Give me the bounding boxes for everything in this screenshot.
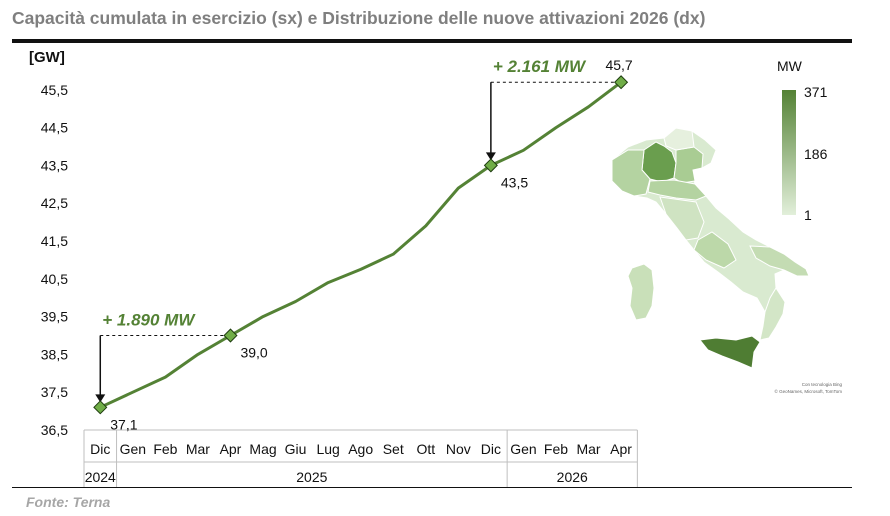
map-legend-gradient xyxy=(782,90,796,215)
x-year-label: 2025 xyxy=(296,469,327,485)
italy-map xyxy=(611,127,810,369)
x-tick-label: Giu xyxy=(285,441,307,457)
x-tick-label: Ott xyxy=(416,441,435,457)
map-region-veneto xyxy=(673,146,704,184)
data-marker xyxy=(614,75,629,90)
map-credit-line2: © GeoNames, Microsoft, TomTom xyxy=(775,388,843,394)
y-tick-label: 41,5 xyxy=(41,233,68,249)
y-tick-label: 39,5 xyxy=(41,309,68,325)
data-label: 45,7 xyxy=(605,57,632,73)
x-tick-label: Mag xyxy=(249,441,276,457)
map-region-puglia xyxy=(749,245,810,277)
y-tick-label: 38,5 xyxy=(41,346,68,362)
map-legend-max: 371 xyxy=(804,84,828,100)
y-tick-label: 37,5 xyxy=(41,384,68,400)
data-label: 43,5 xyxy=(501,174,528,190)
map-region-toscana xyxy=(659,196,705,241)
x-year-label: 2024 xyxy=(85,469,116,485)
x-tick-label: Apr xyxy=(220,441,242,457)
x-tick-label: Nov xyxy=(446,441,471,457)
data-label: 37,1 xyxy=(110,416,137,432)
title-divider xyxy=(12,39,852,43)
x-tick-label: Mar xyxy=(186,441,210,457)
x-tick-label: Apr xyxy=(610,441,632,457)
data-label: 39,0 xyxy=(240,345,267,361)
x-tick-label: Ago xyxy=(348,441,373,457)
x-tick-label: Lug xyxy=(316,441,339,457)
data-marker xyxy=(483,158,498,173)
x-tick-label: Gen xyxy=(510,441,536,457)
map-region-lazio xyxy=(693,231,737,269)
y-axis-ticks: 36,5 37,5 38,5 39,5 40,5 41,5 42,5 43,5 44,5 45,5 xyxy=(41,82,68,438)
y-tick-label: 40,5 xyxy=(41,271,68,287)
data-marker xyxy=(223,328,238,343)
footer-divider xyxy=(12,487,852,488)
data-marker xyxy=(93,400,108,415)
series-line xyxy=(99,81,623,409)
annotation-label: + 2.161 MW xyxy=(493,57,587,76)
y-axis-label: [GW] xyxy=(29,49,65,66)
x-tick-label: Feb xyxy=(153,441,177,457)
map-region-sardegna xyxy=(627,263,655,321)
annotations: + 1.890 MW + 2.161 MW xyxy=(95,57,622,403)
map-legend-title: MW xyxy=(777,58,803,74)
y-tick-label: 42,5 xyxy=(41,195,68,211)
x-tick-label: Dic xyxy=(481,441,501,457)
x-tick-label: Dic xyxy=(90,441,110,457)
x-axis: Dic Gen Feb Mar Apr Mag Giu Lug Ago Set Ott Nov Dic G… xyxy=(83,429,638,488)
data-markers: 37,1 39,0 43,5 45,7 xyxy=(93,57,633,432)
map-legend-min: 1 xyxy=(804,207,812,223)
map-region-sicilia xyxy=(699,335,761,369)
map-region-emilia xyxy=(647,179,707,201)
map-region-trentino xyxy=(663,127,695,151)
annotation-label: + 1.890 MW xyxy=(102,311,196,330)
x-tick-label: Mar xyxy=(576,441,600,457)
x-tick-label: Gen xyxy=(120,441,146,457)
map-region-piemonte xyxy=(611,149,651,197)
y-tick-label: 36,5 xyxy=(41,422,68,438)
source-note: Fonte: Terna xyxy=(26,494,111,510)
y-tick-label: 44,5 xyxy=(41,120,68,136)
map-region-calabria xyxy=(759,287,786,341)
map-credit-line1: Con tecnologia Bing xyxy=(802,382,843,387)
x-year-label: 2026 xyxy=(557,469,588,485)
chart-title: Capacità cumulata in esercizio (sx) e Di… xyxy=(12,8,706,28)
x-tick-label: Set xyxy=(383,441,404,457)
annotation-arrowhead xyxy=(95,394,106,403)
annotation-arrowhead xyxy=(485,152,496,161)
y-tick-label: 43,5 xyxy=(41,157,68,173)
y-tick-label: 45,5 xyxy=(41,82,68,98)
x-tick-label: Feb xyxy=(544,441,568,457)
map-legend-mid: 186 xyxy=(804,146,828,162)
